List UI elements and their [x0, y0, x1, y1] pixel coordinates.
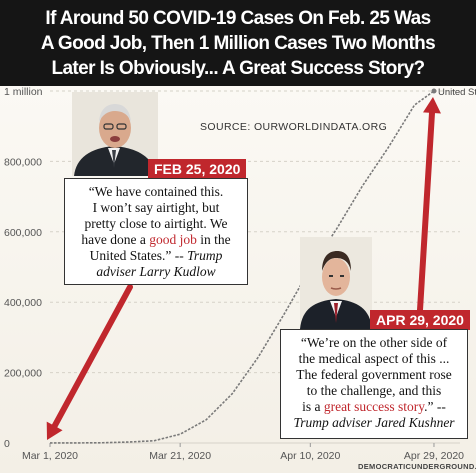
kudlow-quote-line-5-a: United States.” --: [89, 248, 188, 263]
y-tick-label: 600,000: [4, 227, 42, 239]
y-tick-label: 0: [4, 438, 10, 450]
y-axis-ticks: 0 200,000 400,000 600,000 800,000 1 million: [4, 86, 43, 450]
y-tick-label: 1 million: [4, 86, 43, 98]
headline-line-3: Later Is Obviously... A Great Success St…: [51, 57, 425, 79]
headline-line-2: A Good Job, Then 1 Million Cases Two Mon…: [40, 32, 436, 54]
kudlow-quote-line-4: have done a good job in the: [71, 232, 241, 248]
series-end-label: United States: [438, 87, 476, 98]
kudlow-quote-line-2: I won’t say airtight, but: [92, 200, 220, 215]
kushner-arrow-shaft: [417, 109, 435, 313]
good-job-highlight: good job: [149, 232, 197, 247]
x-tick-label: Mar 21, 2020: [149, 450, 211, 462]
kudlow-quote-line-5: United States.” -- Trump: [71, 248, 241, 264]
great-success-story-highlight: great success story: [323, 399, 425, 414]
kushner-arrow-head: [423, 97, 441, 114]
kudlow-photo: [72, 92, 158, 176]
kudlow-quote-box: “We have contained this. I won’t say air…: [64, 178, 248, 285]
x-tick-label: Apr 10, 2020: [280, 450, 340, 462]
kudlow-arrow-head: [46, 421, 63, 440]
kudlow-attribution-a: Trump: [187, 248, 223, 263]
kushner-quote-line-1: “We’re on the other side of: [300, 335, 448, 350]
x-tick-label: Mar 1, 2020: [22, 450, 78, 462]
kushner-quote-line-5: is a great success story.” --: [287, 399, 461, 415]
kushner-quote-line-2: the medical aspect of this ...: [298, 351, 450, 366]
headline-line-1: If Around 50 COVID-19 Cases On Feb. 25 W…: [45, 7, 431, 29]
kudlow-arrow-shaft: [51, 284, 133, 429]
kushner-quote-line-5-a: is a: [302, 399, 324, 414]
kudlow-quote-line-4-b: in the: [196, 232, 231, 247]
kudlow-attribution-b: adviser Larry Kudlow: [96, 264, 216, 279]
kushner-quote-line-3: The federal government rose: [296, 367, 452, 382]
kushner-quote-line-4: to the challenge, and this: [306, 383, 442, 398]
x-tick-label: Apr 29, 2020: [404, 450, 464, 462]
y-tick-label: 200,000: [4, 368, 42, 380]
y-tick-label: 400,000: [4, 297, 42, 309]
watermark: DEMOCRATICUNDERGROUND.COM: [358, 462, 476, 471]
kudlow-quote-line-1: “We have contained this.: [88, 184, 224, 199]
kushner-photo: [300, 237, 372, 329]
series-group: United States: [49, 87, 476, 444]
feb25-date-tag: FEB 25, 2020: [148, 159, 247, 179]
y-tick-label: 800,000: [4, 156, 42, 168]
kudlow-quote-line-4-a: have done a: [81, 232, 150, 247]
arrows: [46, 97, 441, 440]
source-text: SOURCE: OURWORLDINDATA.ORG: [200, 121, 387, 133]
series-end-point: [431, 88, 437, 94]
headline: If Around 50 COVID-19 Cases On Feb. 25 W…: [0, 0, 476, 86]
x-axis-ticks: Mar 1, 2020 Mar 21, 2020 Apr 10, 2020 Apr 2…: [22, 443, 464, 462]
apr29-date-tag: APR 29, 2020: [370, 310, 470, 330]
series-line: [49, 90, 435, 444]
kushner-attribution: Trump adviser Jared Kushner: [293, 415, 455, 430]
kushner-quote-line-5-b: .” --: [424, 399, 446, 414]
kushner-quote-box: “We’re on the other side of the medical …: [280, 329, 468, 439]
kudlow-quote-line-3: pretty close to airtight. We: [84, 216, 228, 231]
